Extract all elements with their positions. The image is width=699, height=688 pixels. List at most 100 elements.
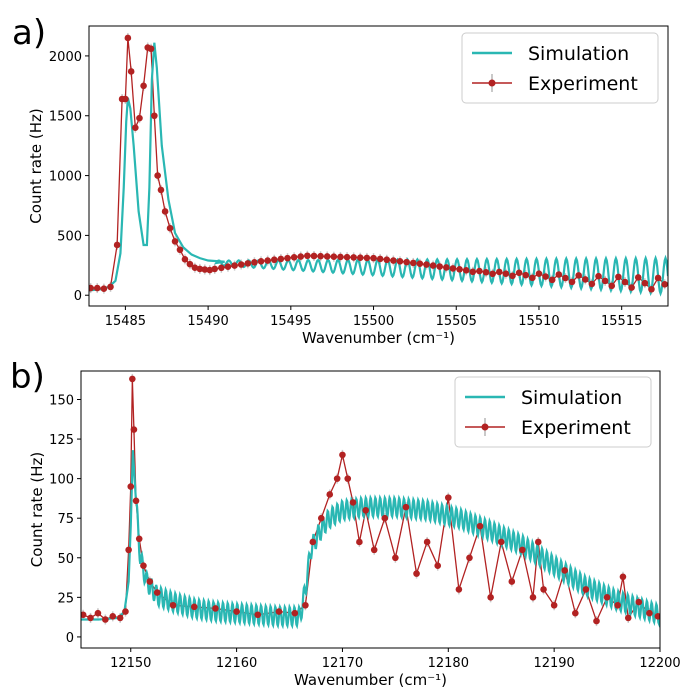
y-tick-label: 125 — [49, 433, 74, 448]
data-point — [124, 34, 132, 42]
data-point — [489, 270, 496, 278]
data-point — [330, 253, 338, 261]
legend-marker-experiment — [481, 423, 489, 431]
data-point — [317, 252, 324, 260]
data-point — [436, 263, 444, 270]
data-point — [350, 254, 357, 261]
data-point — [641, 279, 649, 287]
data-point — [383, 256, 391, 264]
data-point — [476, 267, 483, 275]
data-point — [357, 254, 364, 261]
data-point — [429, 262, 437, 269]
data-point — [534, 538, 542, 546]
data-point — [601, 277, 609, 285]
data-point — [581, 276, 589, 283]
data-point — [515, 269, 523, 277]
data-point — [529, 594, 537, 601]
data-point — [257, 258, 265, 265]
data-point — [381, 514, 389, 522]
data-point — [502, 270, 510, 277]
series-line-simulation — [89, 42, 668, 297]
data-point — [317, 514, 325, 522]
data-point — [648, 285, 655, 293]
data-point — [181, 256, 189, 263]
data-point — [140, 562, 147, 569]
panel-label: a) — [12, 13, 46, 53]
data-point — [466, 554, 473, 562]
data-point — [224, 263, 232, 270]
data-point — [402, 503, 410, 511]
data-point — [291, 609, 299, 617]
y-tick-label: 1000 — [49, 170, 82, 185]
data-point — [169, 601, 177, 609]
data-point — [116, 614, 124, 622]
series-line-simulation — [81, 450, 660, 630]
data-point — [302, 601, 309, 609]
data-point — [661, 280, 668, 288]
x-tick-label: 12150 — [110, 656, 151, 671]
data-point — [94, 609, 102, 617]
data-point — [392, 554, 399, 562]
data-point — [251, 258, 258, 266]
data-point — [337, 253, 344, 261]
x-tick-label: 12170 — [322, 656, 363, 671]
data-point — [423, 261, 430, 268]
data-point — [89, 284, 94, 292]
data-point — [434, 562, 442, 569]
data-point — [211, 265, 219, 273]
data-point — [284, 254, 291, 262]
data-point — [122, 95, 129, 103]
data-point — [132, 124, 139, 132]
data-point — [176, 246, 184, 254]
legend-label-simulation: Simulation — [528, 43, 629, 65]
data-point — [456, 265, 463, 273]
data-point — [423, 538, 431, 546]
legend: Simulation Experiment — [454, 376, 652, 448]
y-tick-label: 0 — [74, 289, 82, 304]
y-tick-label: 500 — [57, 229, 82, 244]
x-tick-label: 12190 — [533, 656, 574, 671]
data-point — [555, 271, 563, 278]
data-point — [562, 274, 569, 282]
x-tick-label: 15495 — [270, 314, 311, 329]
data-point — [349, 499, 357, 506]
data-point — [237, 261, 245, 268]
data-point — [304, 252, 311, 260]
data-point — [154, 172, 161, 179]
data-point — [218, 264, 225, 272]
y-axis-label: Count rate (Hz) — [28, 452, 46, 567]
data-point — [100, 285, 108, 292]
plot-area — [89, 32, 668, 297]
data-point — [231, 262, 238, 269]
y-tick-label: 1500 — [49, 110, 82, 125]
y-tick-label: 0 — [66, 631, 74, 646]
x-tick-label: 15510 — [518, 314, 559, 329]
data-point — [572, 609, 579, 617]
data-point — [582, 586, 590, 593]
data-point — [444, 494, 452, 501]
data-point — [455, 586, 463, 593]
data-point — [593, 617, 600, 625]
x-tick-label: 15490 — [187, 314, 228, 329]
data-point — [206, 266, 214, 274]
data-point — [171, 238, 179, 245]
legend-box — [461, 32, 659, 104]
data-point — [362, 506, 370, 514]
panel-label: b) — [10, 357, 45, 397]
data-point — [212, 605, 219, 612]
data-point — [323, 253, 331, 260]
data-point — [550, 601, 558, 609]
y-tick-label: 75 — [57, 512, 74, 527]
data-point — [568, 278, 576, 286]
data-point — [102, 616, 109, 623]
data-point — [487, 594, 494, 601]
data-point — [654, 274, 662, 282]
data-point — [370, 254, 377, 262]
data-point — [270, 256, 278, 264]
data-point — [482, 268, 490, 276]
data-point — [333, 475, 341, 482]
data-point — [443, 264, 450, 271]
data-point — [619, 573, 627, 581]
data-point — [153, 589, 161, 596]
data-point — [161, 208, 169, 215]
